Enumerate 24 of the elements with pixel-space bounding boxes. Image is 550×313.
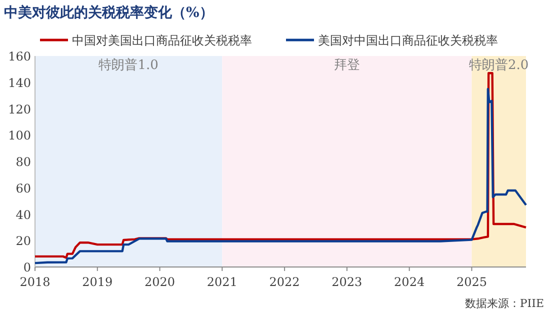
y-tick-label: 60 bbox=[16, 181, 31, 196]
x-tick-label: 2025 bbox=[456, 275, 487, 289]
band-label: 拜登 bbox=[334, 58, 360, 73]
y-tick-label: 20 bbox=[16, 234, 31, 248]
x-tick-label: 2023 bbox=[332, 275, 362, 289]
source-note: 数据来源：PIIE bbox=[464, 297, 544, 310]
y-tick-label: 0 bbox=[23, 260, 31, 274]
x-tick-label: 2022 bbox=[269, 275, 300, 289]
y-tick-label: 160 bbox=[8, 50, 31, 64]
y-tick-label: 140 bbox=[8, 76, 31, 90]
x-tick-label: 2024 bbox=[394, 275, 425, 289]
x-tick-label: 2019 bbox=[82, 275, 113, 289]
chart-title: 中美对彼此的关税税率变化（%） bbox=[4, 4, 214, 21]
legend-label: 美国对中国出口商品征收关税税率 bbox=[318, 34, 498, 48]
y-tick-label: 80 bbox=[16, 155, 31, 169]
x-tick-label: 2021 bbox=[206, 275, 238, 289]
y-tick-label: 120 bbox=[8, 102, 31, 116]
y-tick-label: 100 bbox=[8, 128, 31, 143]
x-tick-label: 2020 bbox=[144, 275, 176, 289]
x-tick-label: 2018 bbox=[20, 275, 50, 289]
y-tick-label: 40 bbox=[16, 208, 31, 222]
band-label: 特朗普1.0 bbox=[98, 57, 158, 73]
legend-label: 中国对美国出口商品征收关税税率 bbox=[72, 34, 252, 48]
band-label: 特朗普2.0 bbox=[469, 57, 529, 73]
